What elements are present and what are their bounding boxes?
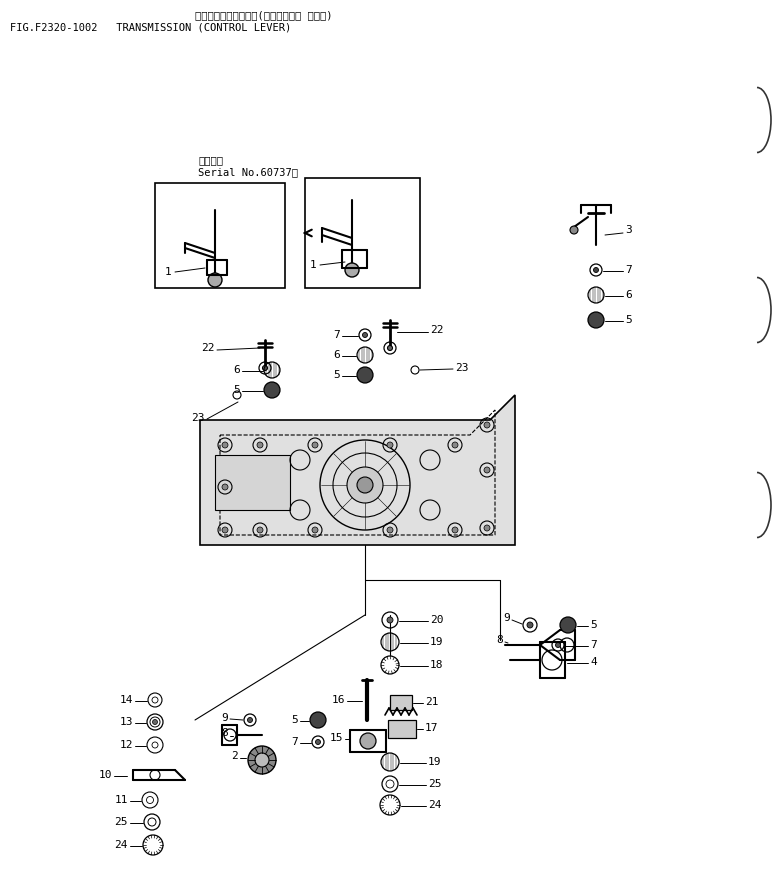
Text: 19: 19 — [430, 637, 444, 647]
Circle shape — [484, 422, 490, 428]
Bar — [215, 455, 290, 510]
Circle shape — [345, 263, 359, 277]
Circle shape — [153, 719, 158, 724]
Text: 6: 6 — [333, 350, 340, 360]
Text: 20: 20 — [430, 615, 444, 625]
Text: 8: 8 — [221, 728, 228, 738]
Circle shape — [312, 527, 318, 533]
Text: 24: 24 — [428, 800, 442, 810]
Circle shape — [594, 267, 598, 273]
Circle shape — [387, 617, 393, 623]
Circle shape — [222, 527, 228, 533]
Text: 4: 4 — [590, 657, 597, 667]
Text: トランスミッション　(コントロール レバー): トランスミッション (コントロール レバー) — [195, 10, 332, 20]
Text: 3: 3 — [625, 225, 632, 235]
Circle shape — [357, 367, 373, 383]
Text: 8: 8 — [496, 635, 503, 645]
Text: 1: 1 — [165, 267, 171, 277]
Circle shape — [208, 273, 222, 287]
Text: 16: 16 — [331, 695, 345, 705]
Text: 5: 5 — [625, 315, 632, 325]
Text: 6: 6 — [625, 290, 632, 300]
Bar — [155, 183, 285, 288]
Text: 7: 7 — [590, 640, 597, 650]
Text: 1: 1 — [310, 260, 317, 270]
Text: 22: 22 — [430, 325, 444, 335]
Polygon shape — [200, 395, 515, 545]
Circle shape — [347, 467, 383, 503]
Circle shape — [262, 366, 268, 370]
Text: 21: 21 — [425, 697, 438, 707]
Text: 22: 22 — [202, 343, 215, 353]
Text: 6: 6 — [234, 365, 240, 375]
Text: 7: 7 — [333, 330, 340, 340]
Text: Serial No.60737～: Serial No.60737～ — [198, 167, 298, 177]
Text: 25: 25 — [115, 817, 128, 827]
Circle shape — [316, 739, 320, 745]
Text: 7: 7 — [291, 737, 298, 747]
Circle shape — [257, 527, 263, 533]
Bar — [390, 695, 412, 710]
Text: 12: 12 — [120, 740, 133, 750]
Text: 18: 18 — [430, 660, 444, 670]
Circle shape — [222, 484, 228, 490]
Text: 24: 24 — [115, 840, 128, 850]
Circle shape — [360, 733, 376, 749]
Text: 15: 15 — [330, 733, 343, 743]
Text: 14: 14 — [120, 695, 133, 705]
Circle shape — [362, 332, 368, 338]
Circle shape — [248, 717, 252, 723]
Text: 11: 11 — [115, 795, 128, 805]
Text: 5: 5 — [234, 385, 240, 395]
Circle shape — [387, 527, 393, 533]
Text: 23: 23 — [192, 413, 205, 423]
Text: 25: 25 — [428, 779, 442, 789]
Circle shape — [452, 442, 458, 448]
Circle shape — [560, 617, 576, 633]
Text: 5: 5 — [590, 620, 597, 630]
Text: 5: 5 — [333, 370, 340, 380]
Circle shape — [452, 527, 458, 533]
Text: 9: 9 — [221, 713, 228, 723]
Circle shape — [222, 442, 228, 448]
Text: 適用号機: 適用号機 — [198, 155, 223, 165]
Circle shape — [570, 226, 578, 234]
Text: 19: 19 — [428, 757, 442, 767]
Text: 13: 13 — [120, 717, 133, 727]
Circle shape — [556, 643, 560, 647]
Circle shape — [588, 312, 604, 328]
Text: 23: 23 — [455, 363, 469, 373]
Text: FIG.F2320-1002   TRANSMISSION (CONTROL LEVER): FIG.F2320-1002 TRANSMISSION (CONTROL LEV… — [10, 23, 291, 33]
Text: 10: 10 — [99, 770, 112, 780]
Text: 5: 5 — [291, 715, 298, 725]
Circle shape — [312, 442, 318, 448]
Circle shape — [484, 525, 490, 531]
Circle shape — [484, 467, 490, 473]
Circle shape — [387, 442, 393, 448]
Text: 7: 7 — [625, 265, 632, 275]
Text: 2: 2 — [231, 751, 238, 761]
Circle shape — [310, 712, 326, 728]
Circle shape — [255, 753, 269, 767]
Circle shape — [264, 382, 280, 398]
Text: 9: 9 — [504, 613, 510, 623]
Circle shape — [257, 442, 263, 448]
Circle shape — [248, 746, 276, 774]
Circle shape — [527, 622, 533, 628]
Bar — [305, 178, 420, 288]
Circle shape — [357, 477, 373, 493]
Bar — [388, 720, 416, 738]
Text: 17: 17 — [425, 723, 438, 733]
Circle shape — [387, 346, 393, 351]
